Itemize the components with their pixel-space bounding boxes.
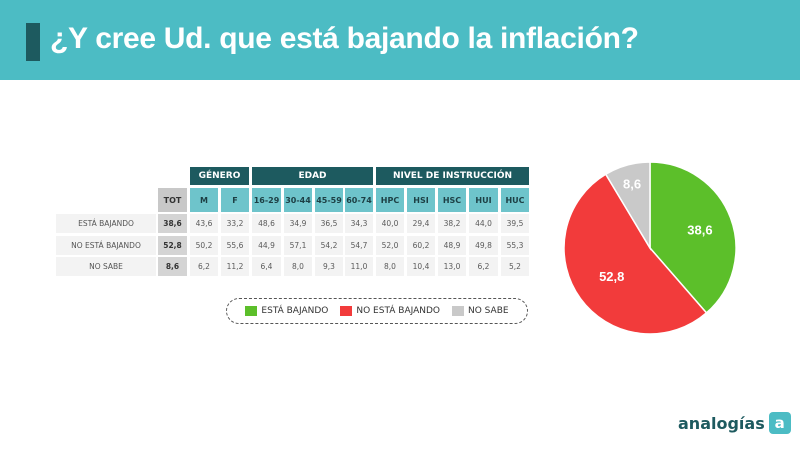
table-cell: 5,2 [501, 257, 529, 276]
table-column-header: HUC [501, 188, 529, 212]
legend-label: NO ESTÁ BAJANDO [356, 306, 440, 316]
table-group-header: NIVEL DE INSTRUCCIÓN [376, 167, 529, 185]
table-cell: 34,9 [284, 214, 312, 233]
table-column-header: HPC [376, 188, 404, 212]
table-cell: 54,2 [315, 236, 343, 255]
table-cell: 40,0 [376, 214, 404, 233]
table-column-header: 45-59 [315, 188, 343, 212]
table-column-header: M [190, 188, 218, 212]
pie-data-label: 38,6 [687, 222, 712, 237]
table-cell: 44,9 [252, 236, 281, 255]
table-cell: 43,6 [190, 214, 218, 233]
legend-item-no-esta-bajando: NO ESTÁ BAJANDO [340, 306, 440, 316]
table-group-header: GÉNERO [190, 167, 249, 185]
pie-slice-esta-bajando [649, 161, 737, 314]
table-cell: 6,4 [252, 257, 281, 276]
table-column-header: HSI [407, 188, 435, 212]
chart-legend: ESTÁ BAJANDO NO ESTÁ BAJANDO NO SABE [226, 298, 528, 324]
table-column-header: 16-29 [252, 188, 281, 212]
pie-data-label: 8,6 [623, 176, 641, 191]
table-cell: 55,3 [501, 236, 529, 255]
table-column-header: TOT [158, 188, 187, 212]
table-cell: 11,2 [221, 257, 249, 276]
table-cell: 29,4 [407, 214, 435, 233]
table-cell: 6,2 [469, 257, 498, 276]
table-cell: 39,5 [501, 214, 529, 233]
table-cell: 38,2 [438, 214, 466, 233]
legend-swatch [340, 306, 353, 316]
legend-swatch [245, 306, 258, 316]
table-cell: 52,0 [376, 236, 404, 255]
logo-text: analogías [678, 413, 765, 433]
table-cell: 55,6 [221, 236, 249, 255]
header-banner: ¿Y cree Ud. que está bajando la inflació… [0, 0, 800, 80]
table-row-label: NO ESTÁ BAJANDO [56, 236, 156, 255]
table-cell: 8,0 [284, 257, 312, 276]
table-cell: 54,7 [345, 236, 373, 255]
table-cell: 48,9 [438, 236, 466, 255]
title-accent-bar [26, 23, 40, 61]
logo-badge: a [768, 412, 791, 434]
table-cell: 36,5 [315, 214, 343, 233]
table-cell: 11,0 [345, 257, 373, 276]
table-cell: 9,3 [315, 257, 343, 276]
table-row-label: ESTÁ BAJANDO [56, 214, 156, 233]
table-column-header: 30-44 [284, 188, 312, 212]
table-cell: 57,1 [284, 236, 312, 255]
table-cell: 34,3 [345, 214, 373, 233]
legend-item-esta-bajando: ESTÁ BAJANDO [245, 306, 328, 316]
table-cell: 33,2 [221, 214, 249, 233]
table-column-header: F [221, 188, 249, 212]
pie-data-label: 52,8 [599, 269, 624, 284]
legend-label: ESTÁ BAJANDO [261, 306, 329, 316]
table-cell: 49,8 [469, 236, 498, 255]
legend-swatch [452, 306, 464, 316]
table-cell: 50,2 [190, 236, 218, 255]
legend-item-no-sabe: NO SABE [452, 306, 509, 316]
table-cell: 48,6 [252, 214, 281, 233]
table-cell: 38,6 [158, 214, 187, 233]
table-cell: 6,2 [190, 257, 218, 276]
table-group-header: EDAD [252, 167, 373, 185]
table-cell: 8,6 [158, 257, 187, 276]
table-column-header: HSC [438, 188, 466, 212]
table-column-header: 60-74 [345, 188, 373, 212]
table-cell: 10,4 [407, 257, 435, 276]
table-cell: 52,8 [158, 236, 187, 255]
pie-slice-no-esta-bajando [563, 173, 708, 335]
table-cell: 8,0 [376, 257, 404, 276]
page-title: ¿Y cree Ud. que está bajando la inflació… [50, 22, 639, 55]
analogias-logo: analogías a [678, 412, 791, 434]
table-column-header: HUI [469, 188, 498, 212]
legend-label: NO SABE [468, 306, 509, 316]
table-cell: 60,2 [407, 236, 435, 255]
table-cell: 13,0 [438, 257, 466, 276]
table-cell: 44,0 [469, 214, 498, 233]
pie-slice-no-sabe [604, 161, 651, 251]
table-row-label: NO SABE [56, 257, 156, 276]
